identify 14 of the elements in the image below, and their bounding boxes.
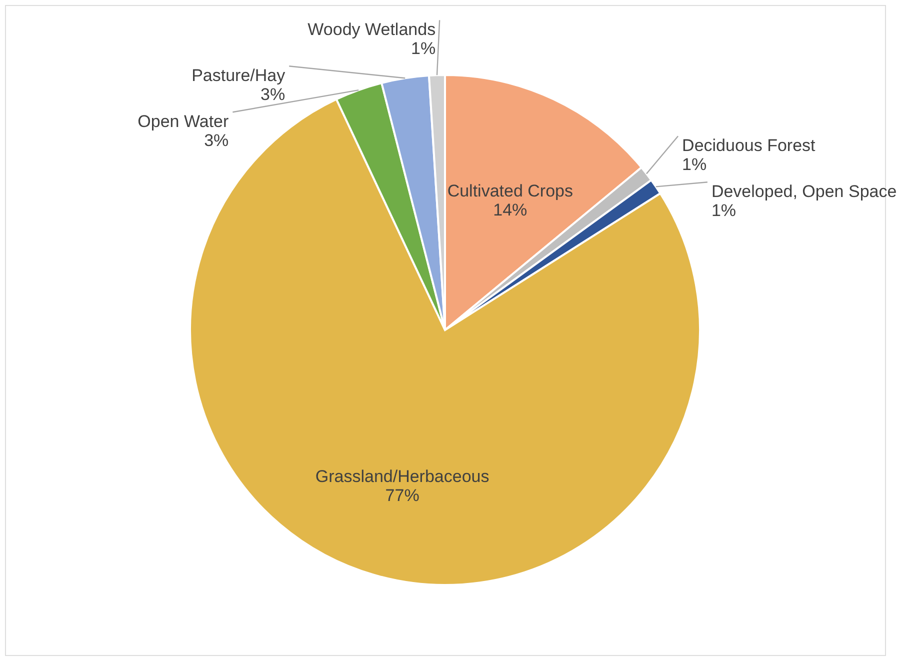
- data-label: 77%: [385, 486, 420, 505]
- data-label: 1%: [411, 39, 436, 58]
- slice-label: Developed, Open Space: [711, 182, 897, 202]
- data-label: 1%: [682, 155, 707, 174]
- slice-label: Pasture/Hay: [192, 66, 286, 86]
- data-label: 1%: [711, 201, 736, 220]
- data-label: 14%: [493, 200, 528, 220]
- data-label: 3%: [260, 85, 286, 104]
- slice-label: Cultivated Crops: [447, 182, 573, 201]
- slice-label: Grassland/Herbaceous: [315, 466, 490, 486]
- slice-label: Open Water: [138, 112, 229, 132]
- slice-label: Woody Wetlands: [308, 20, 436, 40]
- data-label: 3%: [204, 131, 229, 150]
- slice-label: Deciduous Forest: [682, 136, 816, 156]
